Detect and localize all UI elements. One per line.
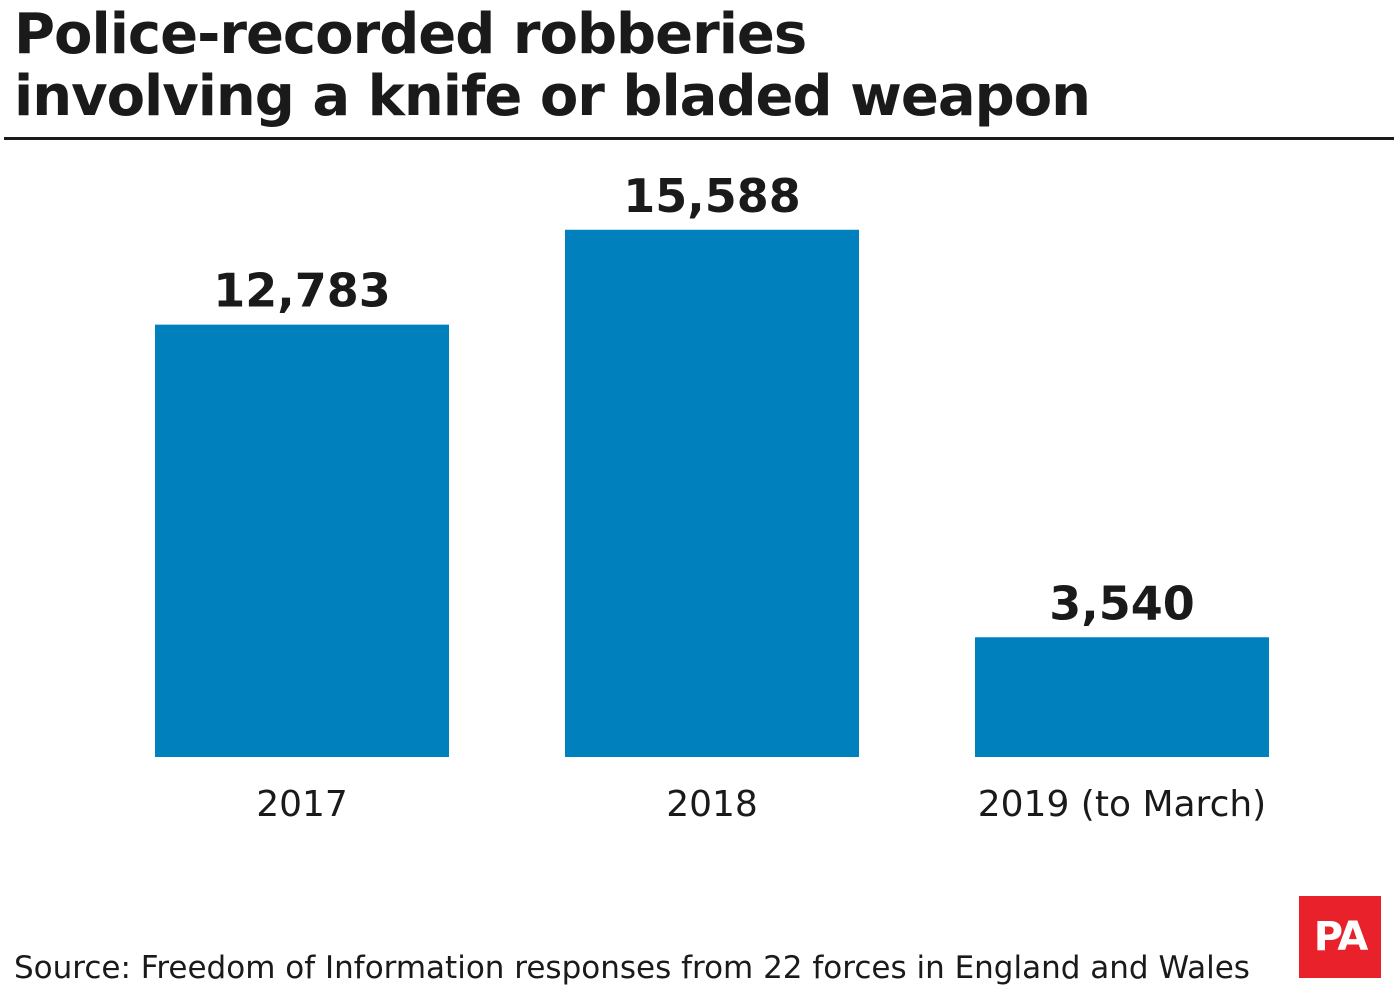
value-label-0: 12,783 bbox=[213, 264, 391, 318]
category-label-1: 2018 bbox=[666, 784, 758, 825]
category-label-0: 2017 bbox=[256, 784, 348, 825]
chart-title: Police-recorded robberies involving a kn… bbox=[14, 4, 1384, 128]
value-label-1: 15,588 bbox=[623, 169, 801, 223]
title-divider bbox=[4, 137, 1394, 140]
value-label-2: 3,540 bbox=[1049, 576, 1195, 630]
chart-title-line-2: involving a knife or bladed weapon bbox=[14, 64, 1091, 129]
pa-logo-text: PA bbox=[1313, 914, 1369, 960]
source-note: Source: Freedom of Information responses… bbox=[14, 950, 1250, 986]
category-label-2: 2019 (to March) bbox=[978, 784, 1266, 825]
chart-title-line-1: Police-recorded robberies bbox=[14, 2, 807, 67]
pa-logo: PA bbox=[1299, 896, 1381, 978]
bar-0 bbox=[155, 324, 449, 757]
bar-1 bbox=[565, 229, 859, 758]
bar-2 bbox=[975, 637, 1269, 757]
